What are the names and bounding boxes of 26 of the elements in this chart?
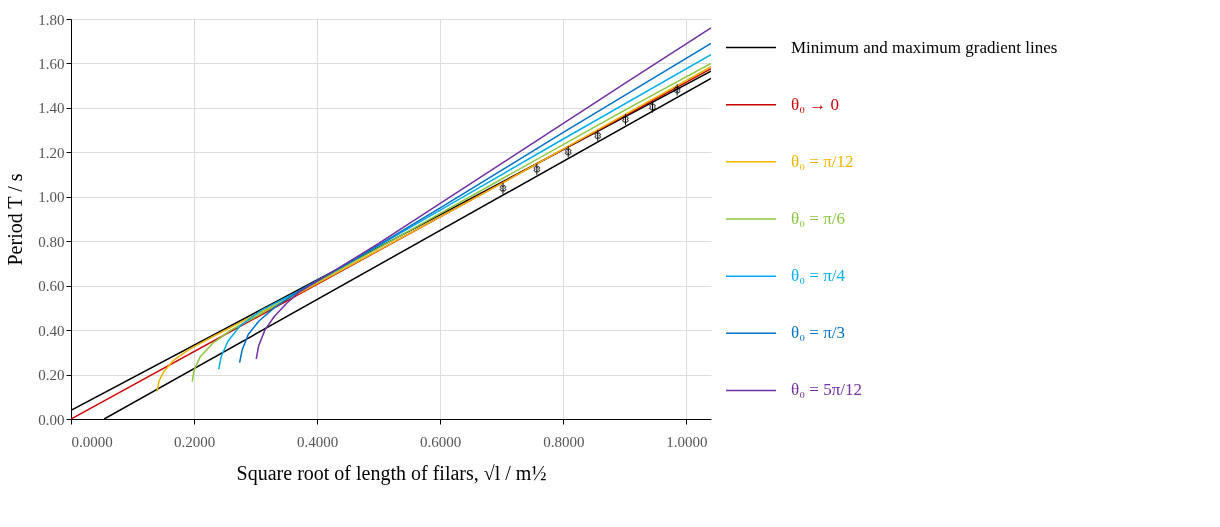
legend-label: θ₀ = π/6 (791, 209, 845, 228)
point (499, 184, 507, 192)
y-tick-label: 0.80 (38, 233, 65, 250)
y-tick-label: 1.00 (38, 189, 65, 206)
legend-label: θ₀ = 5π/12 (791, 380, 862, 400)
y-tick-label: 1.80 (38, 11, 65, 28)
x-tick-label: 1.0000 (666, 433, 708, 450)
y-tick-label: 0.60 (38, 278, 65, 295)
y-tick-label: 1.20 (38, 144, 65, 161)
y-tick-label: 0.20 (38, 367, 65, 384)
x-tick-label: 0.0000 (71, 433, 113, 450)
y-axis-title: Period T / s (4, 173, 27, 266)
x-axis-title: Square root of length of filars, √l / m½ (236, 461, 547, 485)
legend-label: θ₀ = π/4 (791, 266, 846, 286)
legend-label: Minimum and maximum gradient lines (791, 37, 1058, 57)
y-tick-label: 0.40 (38, 322, 65, 339)
y-tick-label: 1.40 (38, 100, 65, 117)
y-tick-label: 1.60 (38, 55, 65, 72)
legend-label: θ₀ → 0 (791, 94, 840, 114)
x-tick-label: 0.4000 (297, 433, 339, 450)
legend-label: θ₀ = π/3 (791, 323, 845, 343)
x-tick-label: 0.8000 (543, 433, 585, 450)
y-tick-label: 0.00 (38, 411, 65, 428)
x-tick-label: 0.2000 (173, 433, 216, 450)
legend-label: θ₀ = π/12 (791, 151, 854, 171)
x-tick-label: 0.6000 (420, 433, 462, 450)
